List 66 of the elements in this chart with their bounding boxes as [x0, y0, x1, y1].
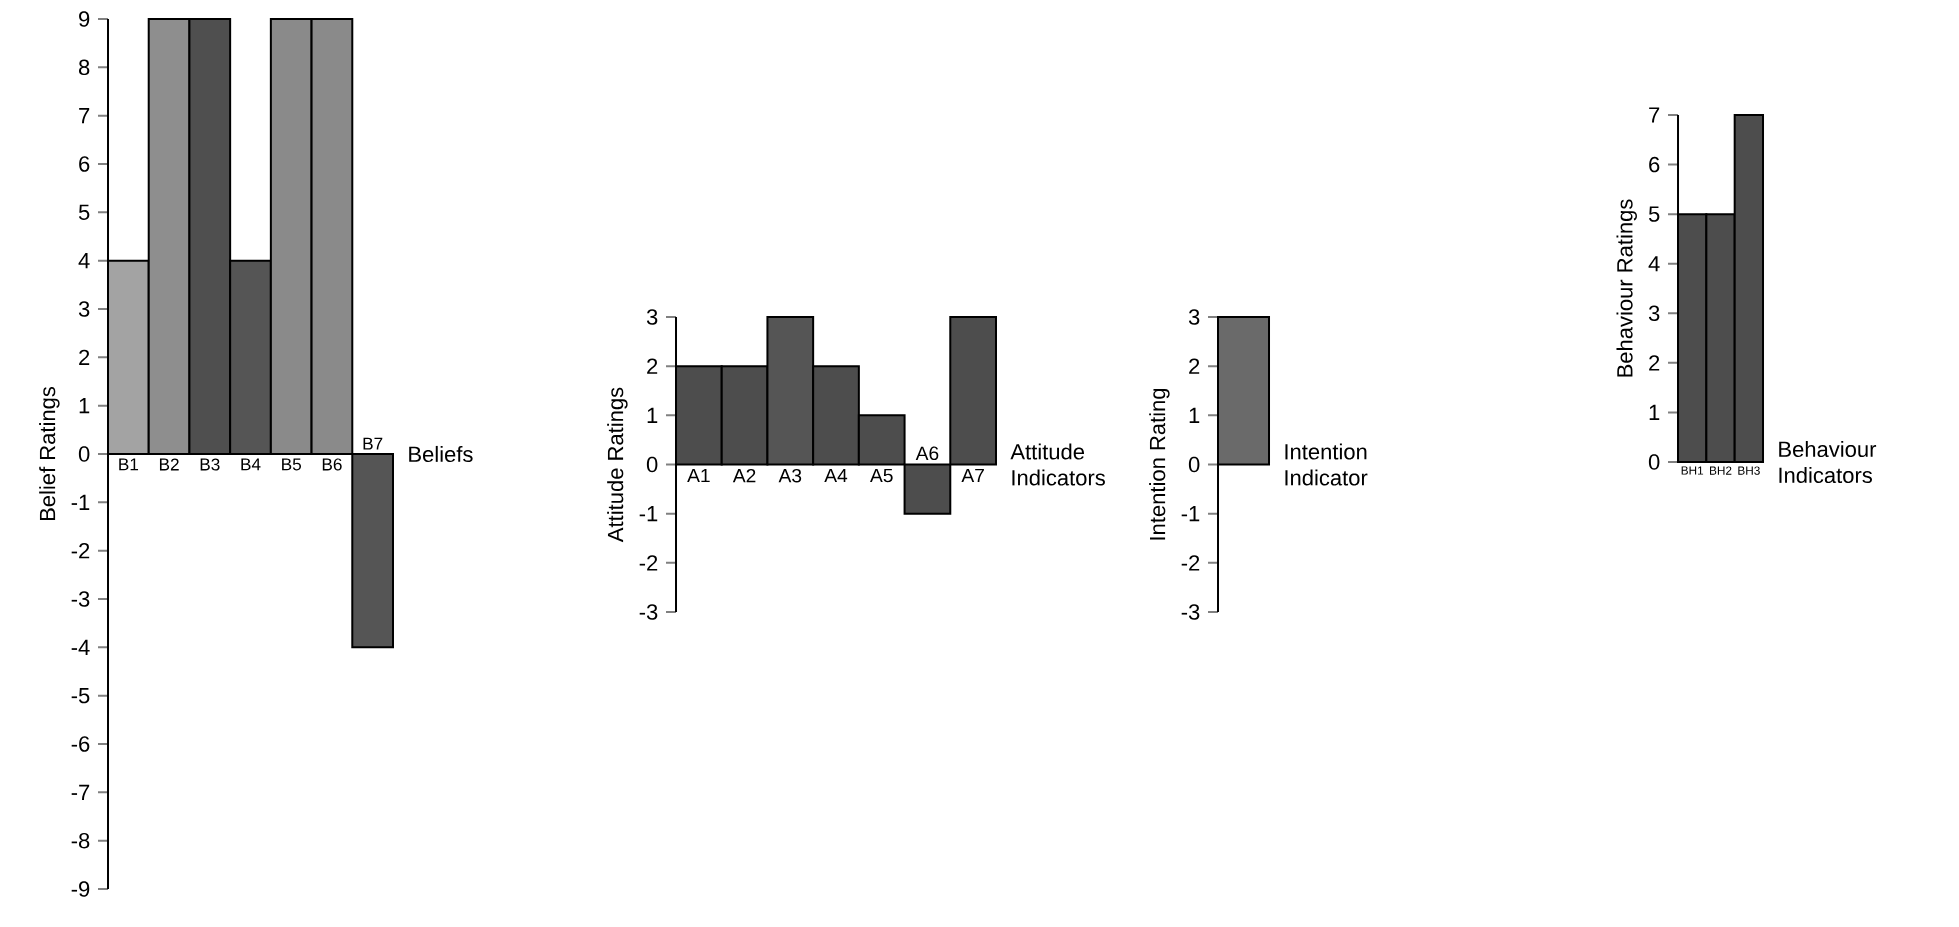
y-tick-label: -2 — [71, 543, 90, 559]
y-axis-title: Belief Ratings — [39, 386, 60, 521]
y-tick-label: 6 — [79, 156, 90, 172]
y-tick-label: 2 — [1189, 358, 1200, 374]
x-axis-title: Behaviour Indicators — [1779, 440, 1877, 484]
x-tick-label: B4 — [241, 458, 261, 471]
x-tick-label: A3 — [778, 468, 802, 483]
y-tick-label: -1 — [71, 494, 90, 510]
y-tick-label: 3 — [1188, 309, 1200, 325]
x-tick-label: A1 — [687, 468, 710, 483]
x-tick-label: BH3 — [1738, 466, 1760, 475]
x-tick-label: B3 — [200, 458, 220, 471]
y-tick-label: -9 — [71, 881, 90, 897]
x-tick-label: BH1 — [1681, 466, 1704, 475]
y-tick-label: -6 — [71, 736, 90, 752]
x-tick-label: B5 — [282, 458, 302, 471]
y-tick-label: -7 — [71, 784, 90, 800]
y-tick-label: 9 — [79, 11, 90, 27]
y-tick-label: 2 — [647, 358, 658, 374]
x-axis-title: Intention Indicator — [1285, 443, 1368, 486]
x-axis-title: Beliefs — [409, 445, 473, 463]
y-tick-label: 2 — [1649, 355, 1660, 371]
y-tick-label: 0 — [1648, 454, 1660, 470]
y-tick-label: 2 — [79, 349, 90, 365]
y-tick-label: -5 — [71, 688, 90, 704]
y-tick-label: -2 — [1181, 555, 1200, 571]
y-tick-label: 5 — [1648, 206, 1660, 222]
y-tick-label: 7 — [79, 108, 90, 124]
y-axis-title: Behaviour Ratings — [1616, 199, 1637, 377]
y-tick-label: -2 — [639, 555, 658, 571]
x-tick-label: A4 — [824, 468, 848, 483]
y-tick-label: 3 — [646, 309, 658, 325]
y-tick-label: 1 — [79, 398, 90, 414]
y-tick-label: 0 — [78, 446, 90, 462]
y-tick-label: 6 — [1649, 156, 1660, 173]
y-axis-title: Attitude Ratings — [607, 387, 628, 543]
x-tick-label: A7 — [961, 468, 984, 483]
y-tick-label: 7 — [1649, 107, 1660, 123]
x-tick-label: A6 — [915, 446, 939, 461]
y-tick-label: 4 — [1648, 256, 1660, 272]
y-tick-label: 5 — [78, 204, 90, 220]
x-tick-label: A2 — [732, 468, 756, 483]
x-tick-label: B1 — [119, 458, 139, 471]
y-tick-label: 0 — [1188, 456, 1200, 473]
y-tick-label: -3 — [71, 591, 90, 607]
y-tick-label: -3 — [639, 604, 658, 620]
y-tick-label: -3 — [1181, 604, 1200, 620]
y-tick-label: 3 — [78, 301, 90, 317]
y-tick-label: -1 — [1181, 506, 1200, 522]
y-tick-label: 3 — [1648, 305, 1660, 322]
x-tick-label: B7 — [363, 437, 383, 450]
y-tick-label: -8 — [71, 832, 90, 849]
y-tick-label: 4 — [78, 253, 90, 269]
x-tick-label: A5 — [870, 468, 893, 483]
x-tick-label: BH2 — [1710, 466, 1732, 475]
y-tick-label: -4 — [71, 639, 90, 655]
y-tick-label: 0 — [646, 456, 658, 473]
x-tick-label: B6 — [322, 458, 342, 471]
x-tick-label: B2 — [159, 458, 179, 471]
y-tick-label: 8 — [78, 59, 90, 76]
x-axis-title: Attitude Indicators — [1010, 443, 1105, 486]
y-tick-label: 1 — [1189, 407, 1200, 423]
y-tick-label: 1 — [1649, 404, 1660, 420]
y-tick-label: -1 — [639, 506, 658, 522]
y-tick-label: 1 — [647, 407, 658, 423]
y-axis-title: Intention Rating — [1149, 388, 1170, 540]
